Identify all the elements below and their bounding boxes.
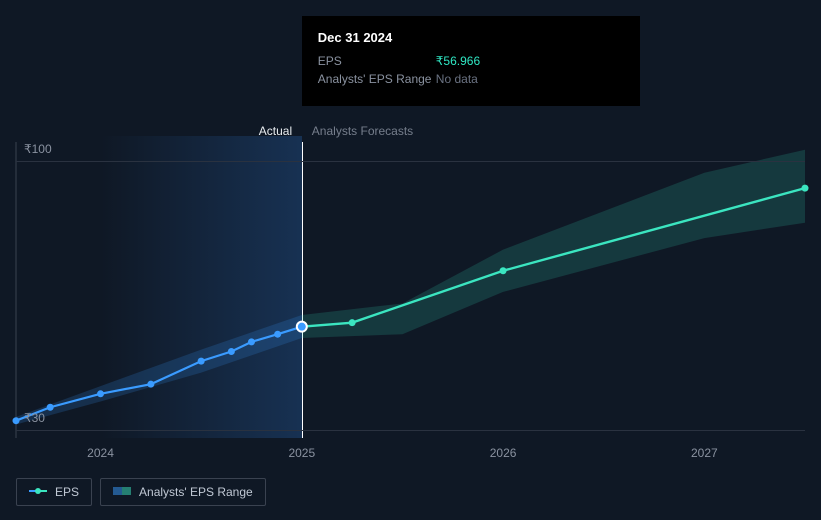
- x-axis-label: 2027: [691, 446, 718, 460]
- data-point: [500, 267, 507, 274]
- tooltip: Dec 31 2024 EPS ₹56.966 Analysts' EPS Ra…: [302, 16, 640, 106]
- section-label-actual: Actual: [259, 124, 292, 138]
- range-forecast: [302, 150, 805, 338]
- x-axis-label: 2025: [288, 446, 315, 460]
- data-point: [147, 381, 154, 388]
- x-axis-label: 2024: [87, 446, 114, 460]
- data-point: [97, 390, 104, 397]
- x-axis-label: 2026: [490, 446, 517, 460]
- legend-item-range[interactable]: Analysts' EPS Range: [100, 478, 266, 506]
- tooltip-date: Dec 31 2024: [318, 28, 624, 48]
- range-actual: [16, 315, 302, 425]
- gridline: [16, 161, 805, 162]
- data-point: [274, 331, 281, 338]
- plot-area[interactable]: Actual Analysts Forecasts ₹30₹1002024202…: [16, 142, 805, 438]
- legend-item-eps[interactable]: EPS: [16, 478, 92, 506]
- tooltip-row-range: Analysts' EPS Range No data: [318, 70, 624, 88]
- data-point: [802, 185, 809, 192]
- section-label-forecast: Analysts Forecasts: [312, 124, 413, 138]
- eps-chart: Actual Analysts Forecasts ₹30 ₹100 2024 202…: [16, 0, 805, 478]
- data-point: [248, 338, 255, 345]
- gridline: [16, 430, 805, 431]
- eps-forecast-line: [302, 188, 805, 327]
- legend-label: Analysts' EPS Range: [139, 485, 253, 499]
- tooltip-value: No data: [436, 70, 478, 88]
- data-point: [198, 358, 205, 365]
- legend-swatch-eps: [29, 485, 47, 499]
- plot-svg: [16, 142, 805, 438]
- y-axis-label: ₹100: [24, 142, 52, 156]
- legend-label: EPS: [55, 485, 79, 499]
- legend-swatch-range: [113, 485, 131, 499]
- tooltip-row-eps: EPS ₹56.966: [318, 52, 624, 70]
- data-point: [13, 417, 20, 424]
- legend: EPS Analysts' EPS Range: [16, 478, 266, 506]
- data-point: [47, 404, 54, 411]
- tooltip-value: ₹56.966: [436, 52, 480, 70]
- data-point: [349, 319, 356, 326]
- y-axis-label: ₹30: [24, 411, 45, 425]
- highlight-marker: [297, 322, 307, 332]
- tooltip-key: Analysts' EPS Range: [318, 70, 436, 88]
- data-point: [228, 348, 235, 355]
- tooltip-key: EPS: [318, 52, 436, 70]
